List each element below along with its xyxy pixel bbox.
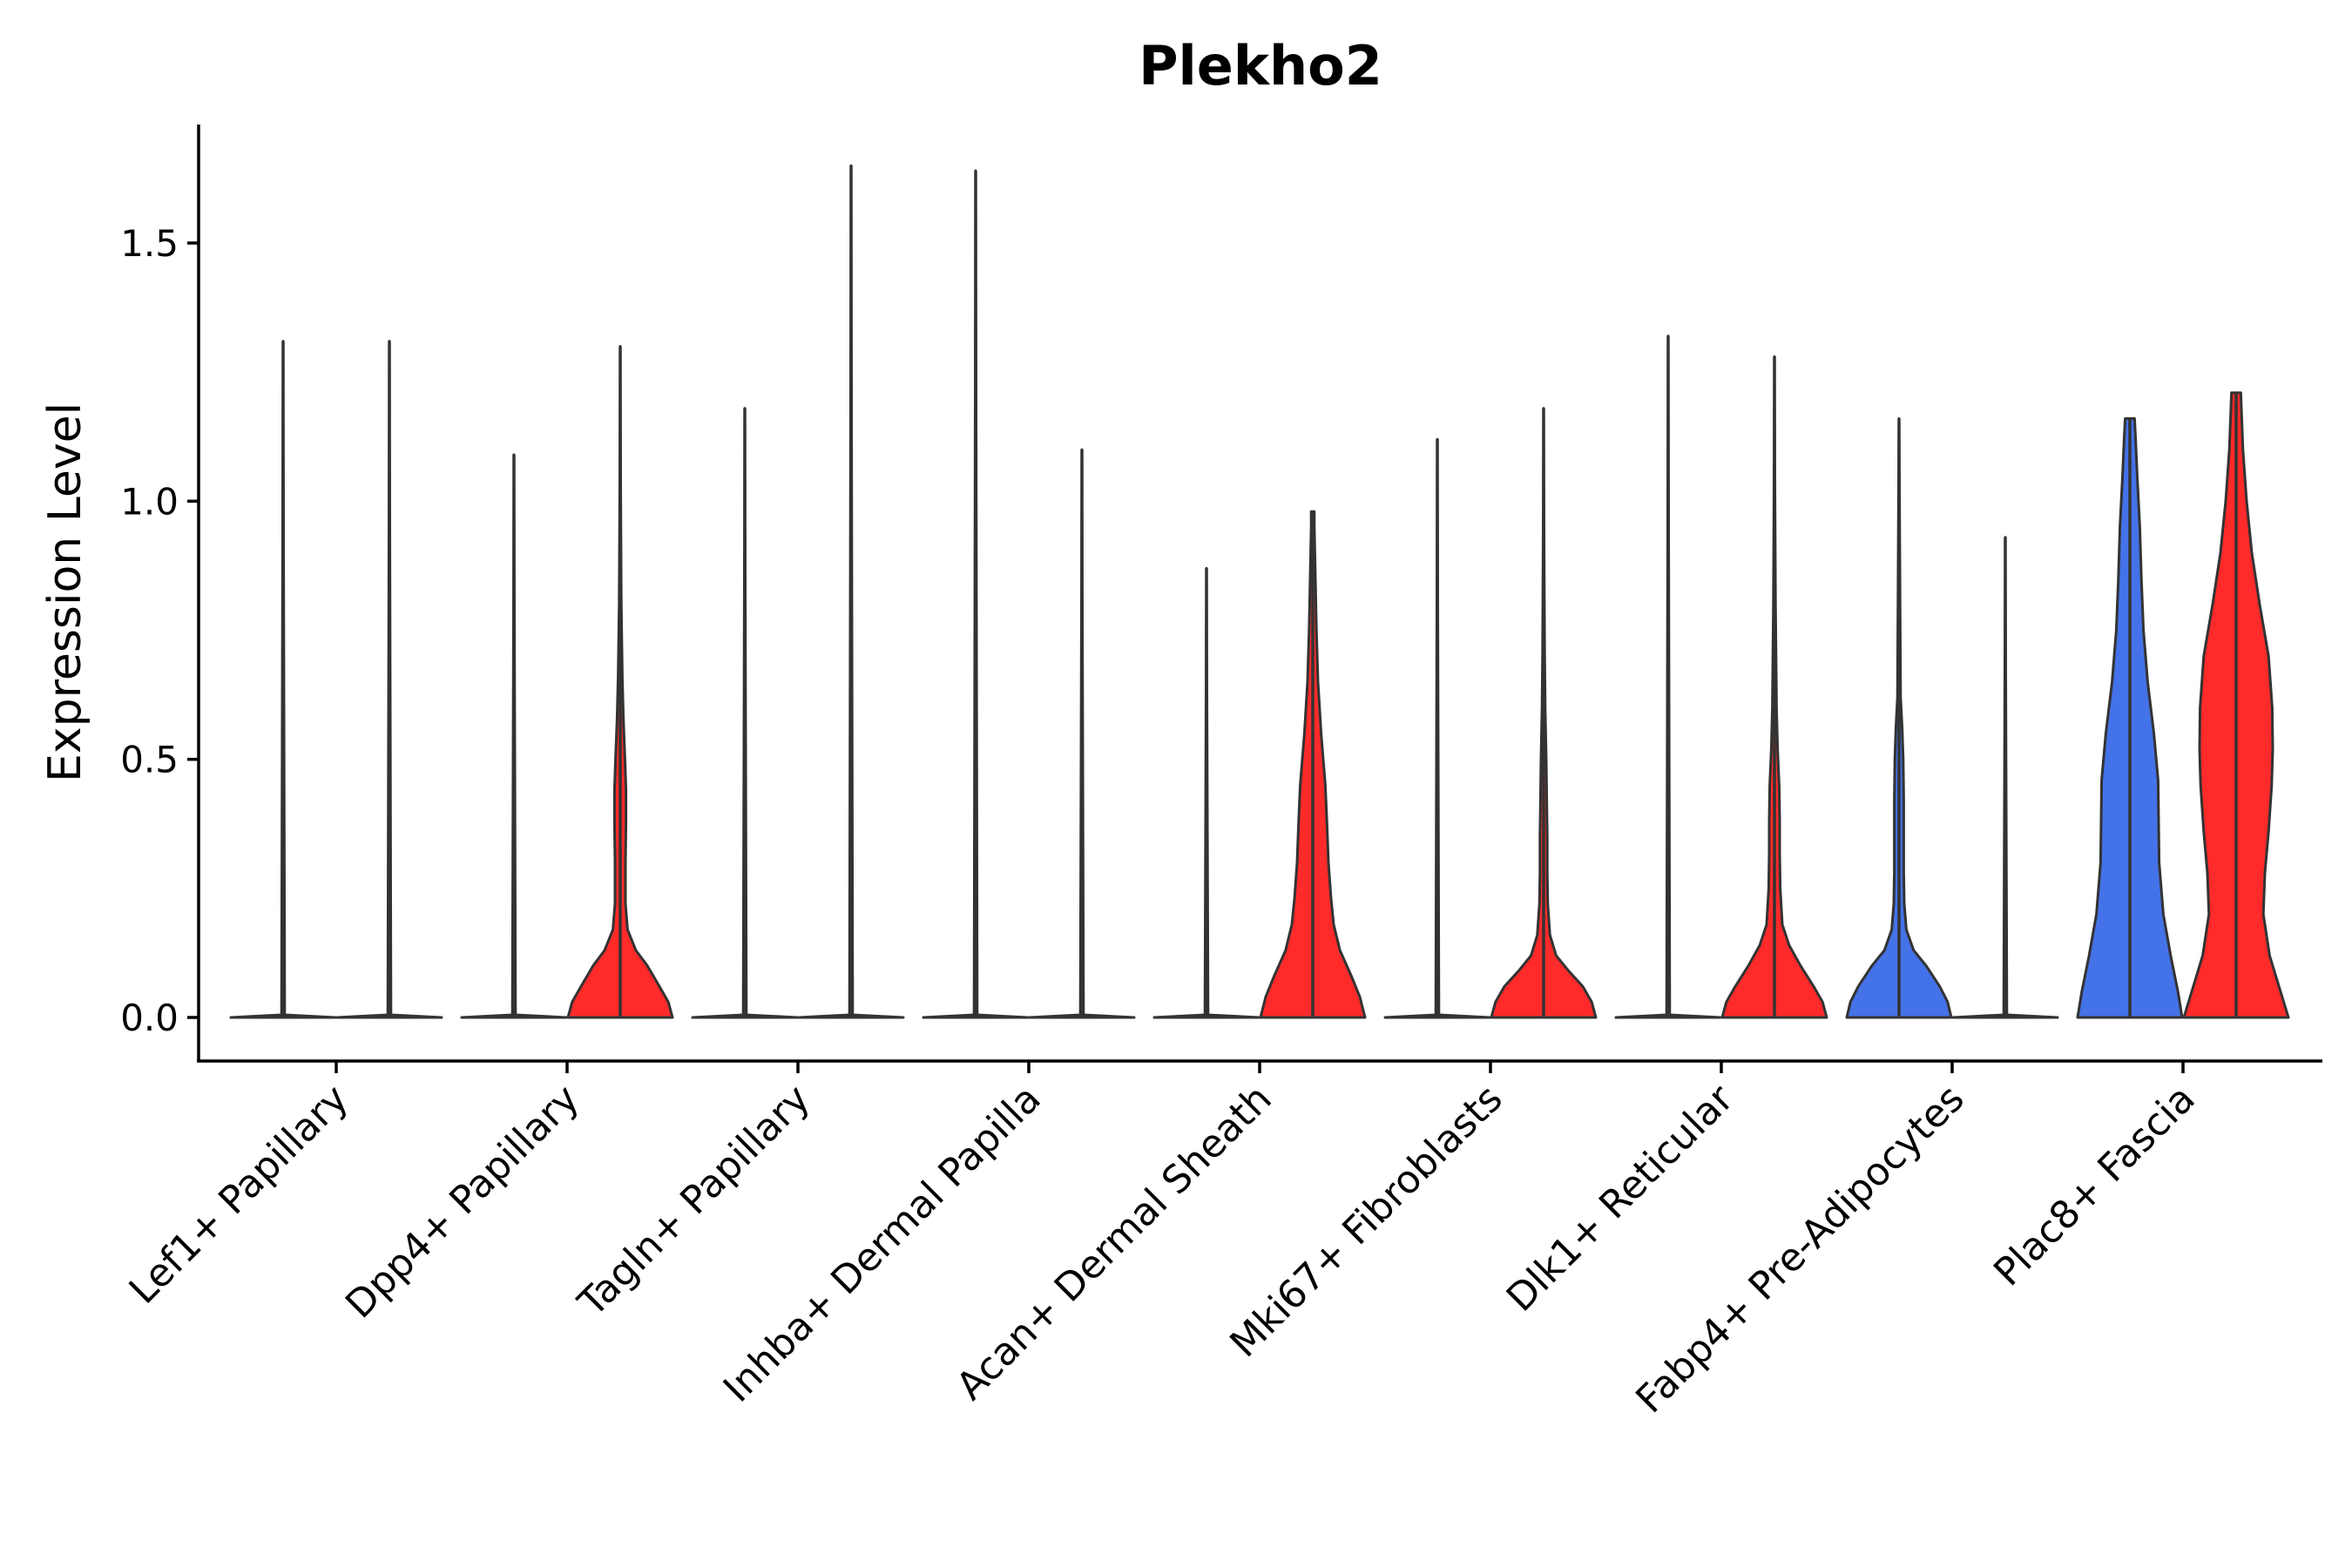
violin-left-5 (1152, 566, 1260, 1019)
violin-right-9 (2182, 391, 2290, 1019)
violin-right-4 (1028, 448, 1136, 1019)
x-category-label: Tagln+ Papillary (570, 1077, 819, 1326)
y-axis-ticks: 0.0 0.5 1.0 1.5 (120, 222, 199, 1039)
chart-title: Plekho2 (1139, 34, 1382, 98)
y-axis-label: Expression Level (39, 402, 91, 782)
violin-right-2 (566, 345, 674, 1019)
violin-left-6 (1383, 437, 1491, 1019)
x-category-label: Lef1+ Papillary (121, 1077, 357, 1313)
violin-left-4 (922, 169, 1030, 1019)
plot-area (229, 164, 2290, 1019)
x-category-label: Dlk1+ Reticular (1498, 1076, 1743, 1321)
violin-right-1 (335, 340, 443, 1019)
violin-left-8 (1845, 417, 1953, 1019)
violin-left-1 (229, 340, 337, 1019)
y-tick-label: 1.5 (120, 222, 179, 265)
violin-right-3 (797, 164, 905, 1019)
violin-right-8 (1951, 536, 2059, 1019)
x-category-label: Dpp4+ Papillary (337, 1077, 588, 1328)
y-tick-label: 0.0 (120, 997, 179, 1039)
violin-right-5 (1259, 510, 1367, 1019)
y-tick-label: 0.5 (120, 739, 179, 781)
x-category-label: Plac8+ Fascia (1985, 1077, 2204, 1295)
violin-left-2 (460, 453, 568, 1019)
y-tick-label: 1.0 (120, 480, 179, 523)
violin-left-7 (1614, 335, 1722, 1019)
violin-right-6 (1490, 407, 1598, 1019)
violin-right-7 (1720, 355, 1828, 1019)
violin-left-9 (2076, 417, 2184, 1019)
violin-left-3 (691, 407, 799, 1019)
